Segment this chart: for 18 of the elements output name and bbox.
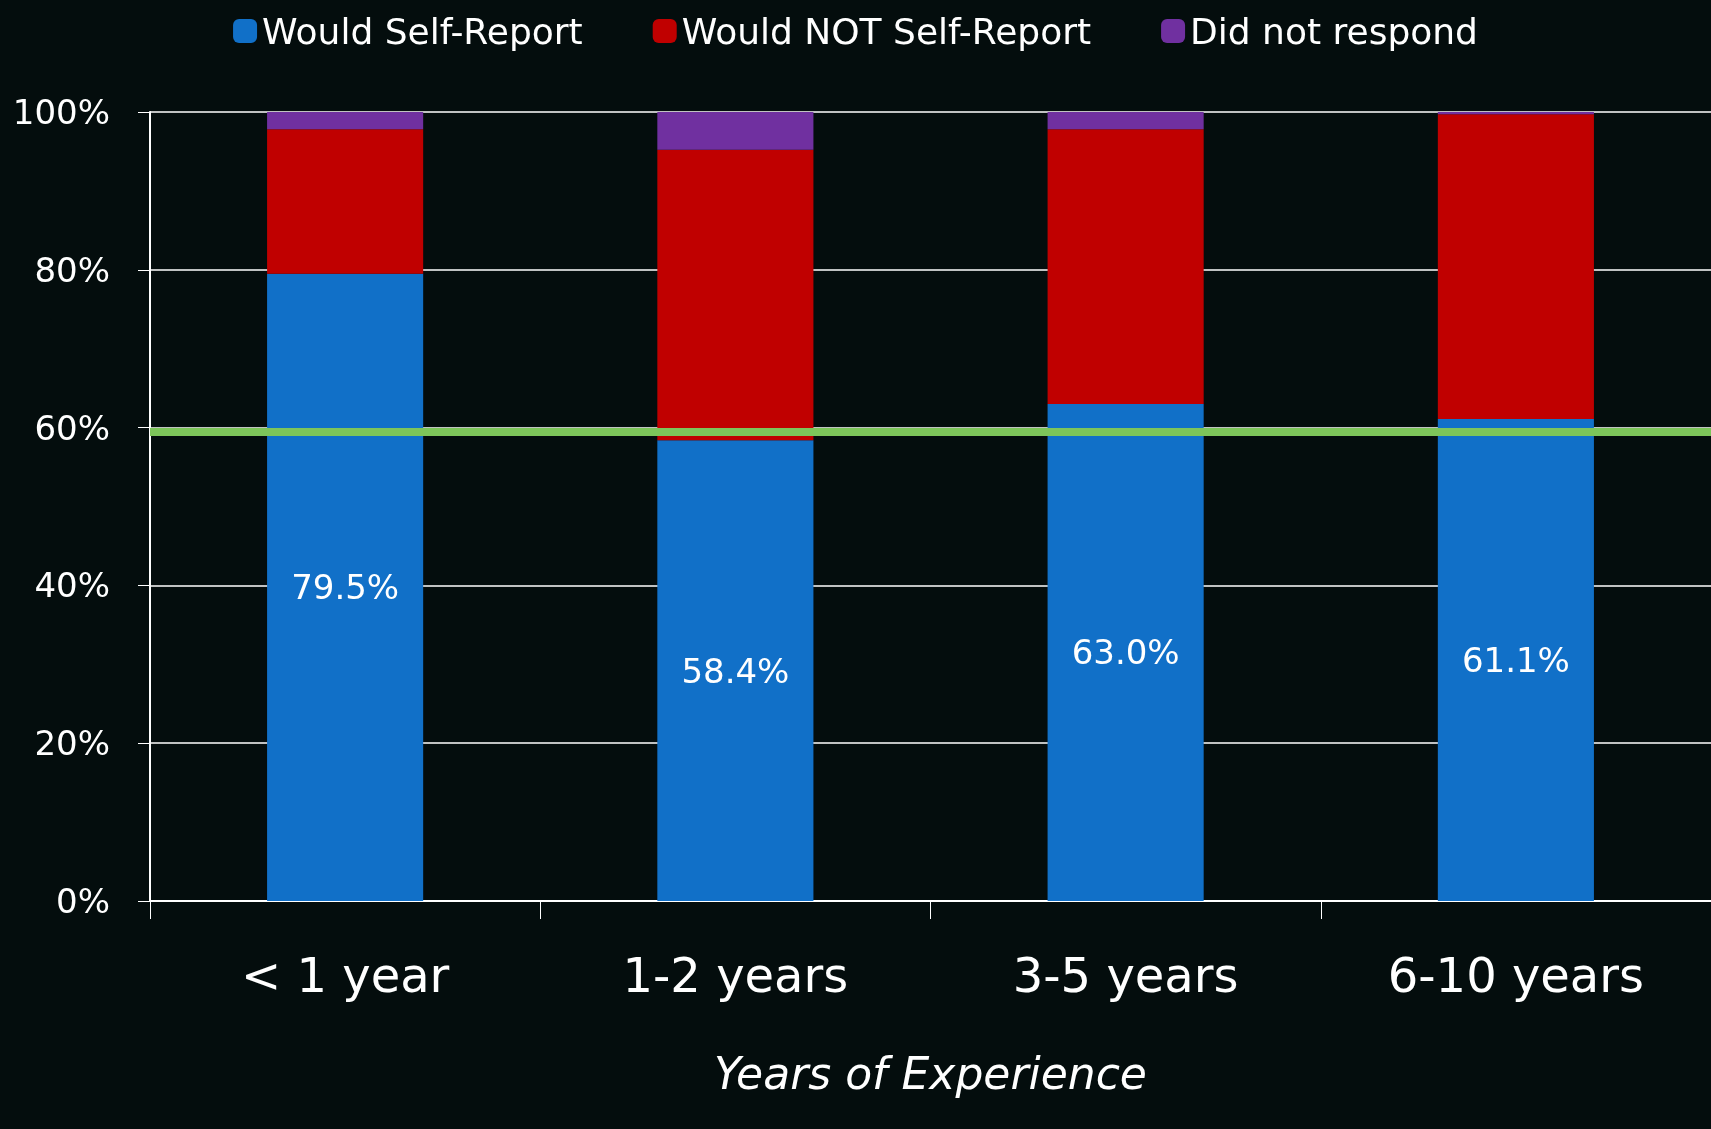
y-tick-label: 40%: [34, 565, 110, 606]
x-tick-label: 3-5 years: [1012, 947, 1239, 1003]
data-label: 61.1%: [1461, 639, 1570, 680]
x-tick-label: < 1 year: [240, 947, 450, 1003]
legend-label: Did not respond: [1190, 10, 1478, 52]
data-label: 79.5%: [291, 567, 400, 608]
x-tick-label: 6-10 years: [1387, 947, 1645, 1003]
y-tick-label: 20%: [34, 723, 110, 764]
y-tick-label: 100%: [12, 92, 110, 132]
y-tick-label: 0%: [56, 881, 110, 921]
data-label: 58.4%: [681, 650, 790, 691]
legend-label: Would Self-Report: [262, 10, 583, 52]
x-axis-title: Years of Experience: [714, 1047, 1147, 1099]
x-tick-label: 1-2 years: [622, 947, 849, 1003]
legend-label: Would NOT Self-Report: [681, 10, 1092, 52]
data-label: 63.0%: [1071, 632, 1180, 673]
y-tick-label: 80%: [34, 249, 110, 290]
y-tick-label: 60%: [34, 407, 110, 448]
